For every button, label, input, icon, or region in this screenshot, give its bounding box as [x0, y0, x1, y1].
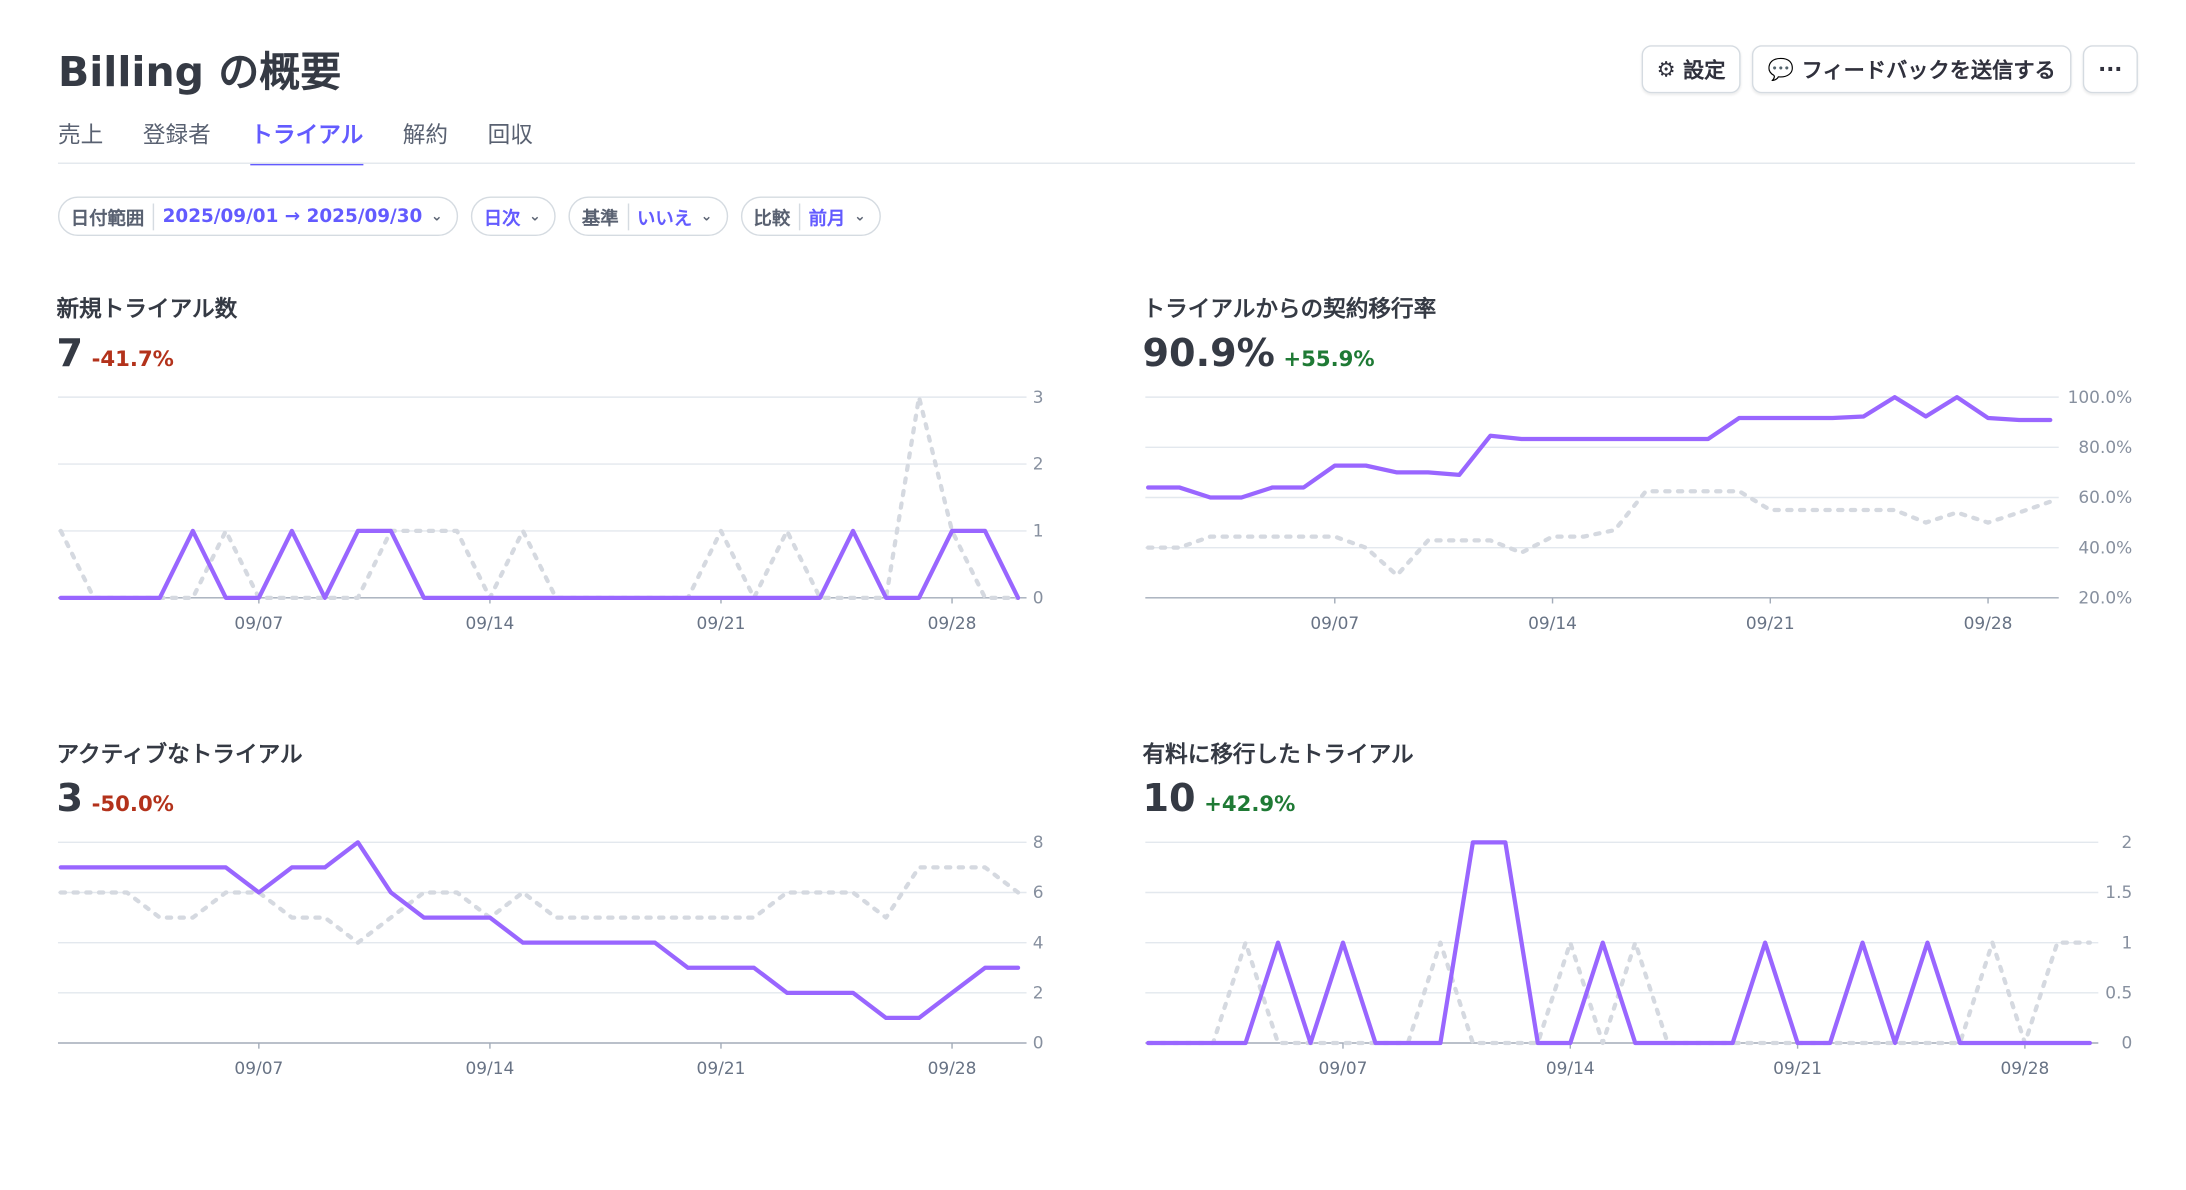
y-tick-label: 0 [2121, 1033, 2132, 1053]
x-tick-label: 09/28 [1964, 613, 2013, 633]
current-period-line [58, 840, 1021, 1021]
filter-label: 基準 [582, 202, 629, 230]
y-tick-label: 1 [1033, 521, 1044, 541]
y-tick-label: 2 [1033, 454, 1044, 474]
y-tick-label: 3 [1033, 387, 1044, 407]
current-period-line [58, 528, 1021, 600]
settings-button[interactable]: ⚙ 設定 [1641, 45, 1741, 94]
x-tick-label: 09/07 [234, 1058, 283, 1078]
filter-value: 日次 [483, 208, 521, 230]
tab[interactable]: 回収 [487, 121, 533, 149]
more-button[interactable]: ··· [2082, 45, 2138, 94]
change-percent: -50.0% [92, 791, 174, 816]
filter-chip[interactable]: 日付範囲 2025/09/01 → 2025/09/30 ⌄ [57, 196, 459, 237]
x-tick-label: 09/21 [697, 1058, 746, 1078]
chart-title: トライアルからの契約移行率 [1142, 296, 1436, 323]
previous-period-line [58, 395, 1021, 600]
y-tick-label: 20.0% [2078, 587, 2132, 607]
filter-chip[interactable]: 比較 前月 ⌄ [740, 196, 882, 237]
change-percent: +55.9% [1283, 346, 1374, 371]
x-tick-label: 09/14 [1546, 1058, 1595, 1078]
y-tick-label: 0.5 [2105, 983, 2132, 1003]
current-period-line [1146, 840, 2092, 1046]
current-period-line [1146, 395, 2053, 500]
toolbar: ⚙ 設定 💬 フィードバックを送信する ··· [1641, 45, 2138, 94]
headline-value: 10 [1142, 776, 1195, 820]
button-label: ··· [2098, 56, 2123, 82]
chevron: ⌄ [700, 208, 713, 225]
x-tick-label: 09/14 [465, 1058, 514, 1078]
x-tick-label: 09/21 [1773, 1058, 1822, 1078]
y-tick-label: 6 [1033, 882, 1044, 902]
filter-value: 2025/09/01 → 2025/09/30 [162, 205, 423, 227]
headline-value: 3 [57, 776, 84, 820]
tabs: 売上 登録者 トライアル 解約 回収 [57, 116, 533, 166]
y-tick-label: 1 [2121, 932, 2132, 952]
filters: 日付範囲 2025/09/01 → 2025/09/30 ⌄ 日次 ⌄ 基準 いいえ ⌄ 比較前… [57, 196, 882, 237]
x-tick-label: 09/07 [1319, 1058, 1368, 1078]
headline-value: 90.9% [1142, 331, 1274, 375]
chart-title: アクティブなトライアル [57, 741, 303, 768]
chart-title: 有料に移行したトライアル [1142, 741, 1414, 768]
x-tick-label: 09/07 [234, 613, 283, 633]
x-tick-label: 09/28 [2000, 1058, 2049, 1078]
button-label: 設定 [1682, 57, 1726, 83]
feedback-button[interactable]: 💬 フィードバックを送信する [1752, 45, 2072, 94]
tab[interactable]: 解約 [402, 121, 449, 149]
y-tick-label: 2 [1033, 983, 1044, 1003]
divider [57, 162, 2136, 164]
previous-period-line [58, 865, 1021, 945]
previous-period-line [1146, 489, 2053, 578]
x-tick-label: 09/28 [928, 613, 977, 633]
filter-value: 前月 [808, 208, 846, 230]
chevron: ⌄ [528, 208, 541, 225]
chart-title: 新規トライアル数 [57, 296, 238, 323]
tab[interactable]: 登録者 [142, 121, 211, 149]
filter-chip[interactable]: 基準 いいえ ⌄ [569, 196, 729, 237]
x-tick-label: 09/07 [1310, 613, 1359, 633]
y-tick-label: 60.0% [2078, 487, 2132, 507]
y-tick-label: 4 [1033, 932, 1044, 952]
change-percent: -41.7% [92, 346, 174, 371]
page-title: Billing の概要 [57, 48, 342, 97]
y-tick-label: 40.0% [2078, 537, 2132, 557]
change-percent: +42.9% [1204, 791, 1295, 816]
x-tick-label: 09/21 [1746, 613, 1795, 633]
y-tick-label: 100.0% [2068, 387, 2133, 407]
y-tick-label: 1.5 [2105, 882, 2132, 902]
tab[interactable]: 売上 [57, 121, 104, 149]
headline-value: 7 [57, 331, 84, 375]
x-tick-label: 09/28 [928, 1058, 977, 1078]
y-tick-label: 8 [1033, 832, 1044, 852]
button-label: フィードバックを送信する [1801, 57, 2056, 83]
filter-value: いいえ [636, 208, 693, 230]
x-tick-label: 09/14 [465, 613, 514, 633]
y-tick-label: 0 [1033, 1033, 1044, 1053]
filter-chip[interactable]: 日次 ⌄ [470, 196, 557, 237]
y-tick-label: 2 [2121, 832, 2132, 852]
filter-label: 日付範囲 [71, 202, 155, 230]
y-tick-label: 0 [1033, 587, 1044, 607]
filter-label: 比較 [754, 202, 801, 230]
x-tick-label: 09/21 [697, 613, 746, 633]
chevron: ⌄ [430, 208, 443, 225]
x-tick-label: 09/14 [1528, 613, 1577, 633]
chevron: ⌄ [853, 208, 866, 225]
y-tick-label: 80.0% [2078, 437, 2132, 457]
